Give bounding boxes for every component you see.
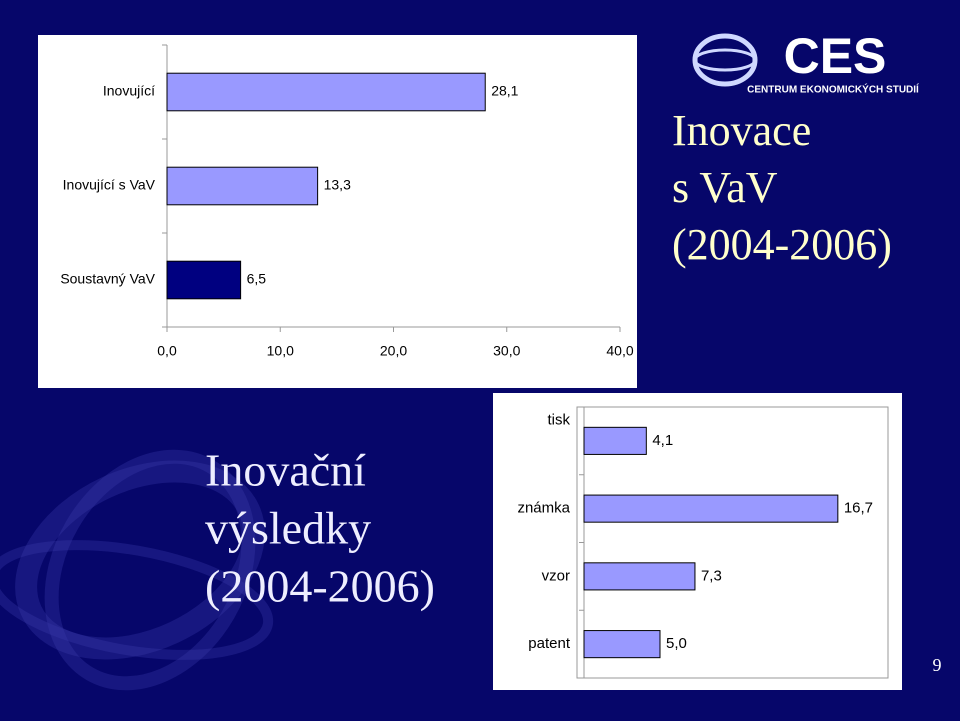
- chart-title: (2004-2006): [672, 220, 892, 269]
- decor-swoosh: [0, 449, 274, 691]
- value-label: 5,0: [666, 635, 687, 652]
- y-tick-label: známka: [517, 500, 570, 517]
- x-tick-label: 30,0: [493, 343, 520, 359]
- chart-title: s VaV: [672, 163, 778, 212]
- y-tick-label: Soustavný VaV: [60, 271, 155, 287]
- x-tick-label: 20,0: [380, 343, 407, 359]
- chart-title: (2004-2006): [205, 561, 435, 612]
- x-tick-label: 10,0: [267, 343, 294, 359]
- page-number: 9: [933, 655, 942, 675]
- y-tick-label: Inovující: [103, 83, 155, 99]
- y-tick-label: patent: [528, 635, 571, 652]
- chart-title: výsledky: [205, 503, 371, 554]
- bar: [583, 630, 661, 659]
- value-label: 4,1: [652, 432, 673, 449]
- value-label: 13,3: [324, 177, 351, 193]
- logo: CES CENTRUM EKONOMICKÝCH STUDIÍ: [692, 28, 919, 96]
- value-label: 7,3: [701, 567, 722, 584]
- chart: 0,0 10,0 20,0 30,0 40,0 Inovující 28,1 Inovujíc…: [38, 35, 637, 388]
- x-tick-label: 40,0: [606, 343, 633, 359]
- y-tick-label: tisk: [548, 412, 571, 429]
- y-tick-label: vzor: [542, 567, 570, 584]
- logo-name: CES: [784, 28, 887, 84]
- bar: [166, 260, 242, 300]
- chart-title: Inovační: [205, 445, 366, 496]
- bar: [583, 562, 696, 591]
- chart: tisk 4,1 známka 16,7 vzor 7,3 patent 5,0: [493, 393, 902, 690]
- plot-frame: [576, 406, 889, 679]
- logo-globe: [693, 48, 757, 72]
- bar: [166, 72, 486, 112]
- y-tick-label: Inovující s VaV: [63, 177, 156, 193]
- bar: [166, 166, 319, 206]
- x-tick-label: 0,0: [157, 343, 177, 359]
- logo-subtitle: CENTRUM EKONOMICKÝCH STUDIÍ: [747, 83, 919, 96]
- bar: [583, 494, 839, 523]
- value-label: 16,7: [844, 500, 873, 517]
- value-label: 6,5: [247, 271, 267, 287]
- bar: [583, 426, 647, 455]
- chart-title: Inovace: [672, 106, 811, 155]
- chart-area: [493, 393, 902, 690]
- value-label: 28,1: [491, 83, 518, 99]
